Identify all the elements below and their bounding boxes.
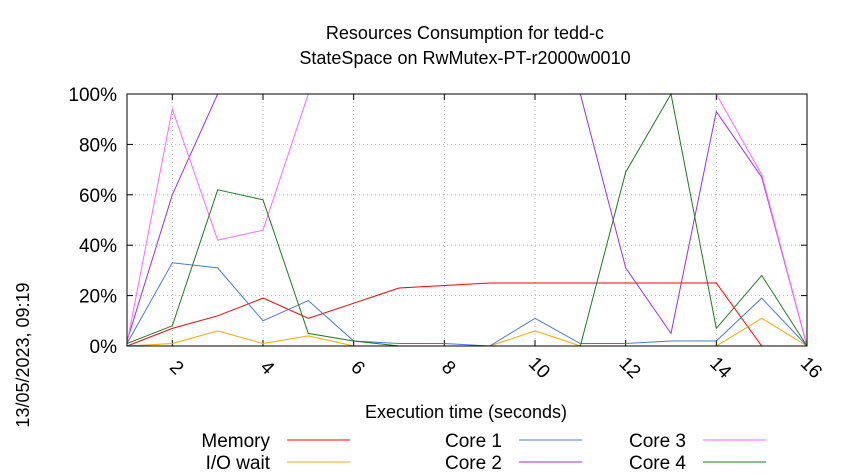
- legend-label-i-o-wait: I/O wait: [206, 453, 271, 474]
- legend-label-core-4: Core 4: [629, 453, 686, 474]
- x-tick-label: 8: [437, 357, 459, 379]
- plot-frame: [126, 93, 808, 347]
- series-line-core-3: [126, 93, 808, 347]
- x-tick-label: 12: [615, 353, 645, 383]
- y-tick-label: 80%: [79, 135, 117, 156]
- legend-label-core-2: Core 2: [445, 453, 502, 474]
- series-line-core-1: [126, 262, 808, 347]
- legend-label-core-3: Core 3: [629, 431, 686, 452]
- series-line-core-2: [126, 93, 808, 347]
- grid-lines: [127, 94, 807, 346]
- y-tick-label: 100%: [68, 85, 117, 106]
- legend-label-memory: Memory: [201, 431, 270, 452]
- x-tick-label: 14: [705, 353, 735, 383]
- x-tick-label: 4: [256, 357, 279, 380]
- y-tick-label: 0%: [90, 337, 118, 358]
- series-line-core-4: [126, 92, 808, 347]
- timestamp-label: 13/05/2023, 09:19: [13, 282, 33, 427]
- chart-title-line-1: Resources Consumption for tedd-c: [326, 23, 604, 43]
- legend-label-core-1: Core 1: [445, 431, 502, 452]
- series-lines: [126, 92, 808, 347]
- y-tick-label: 20%: [79, 287, 117, 308]
- x-tick-label: 2: [165, 357, 187, 379]
- series-line-memory: [126, 282, 807, 347]
- series-line-i-o-wait: [126, 317, 808, 347]
- chart-title-line-2: StateSpace on RwMutex-PT-r2000w0010: [299, 48, 630, 68]
- x-axis-label: Execution time (seconds): [365, 402, 567, 422]
- y-tick-label: 40%: [79, 236, 117, 257]
- y-tick-label: 60%: [79, 186, 117, 207]
- x-tick-label: 16: [796, 353, 826, 383]
- x-tick-label: 6: [346, 357, 368, 379]
- x-tick-label: 10: [524, 353, 554, 383]
